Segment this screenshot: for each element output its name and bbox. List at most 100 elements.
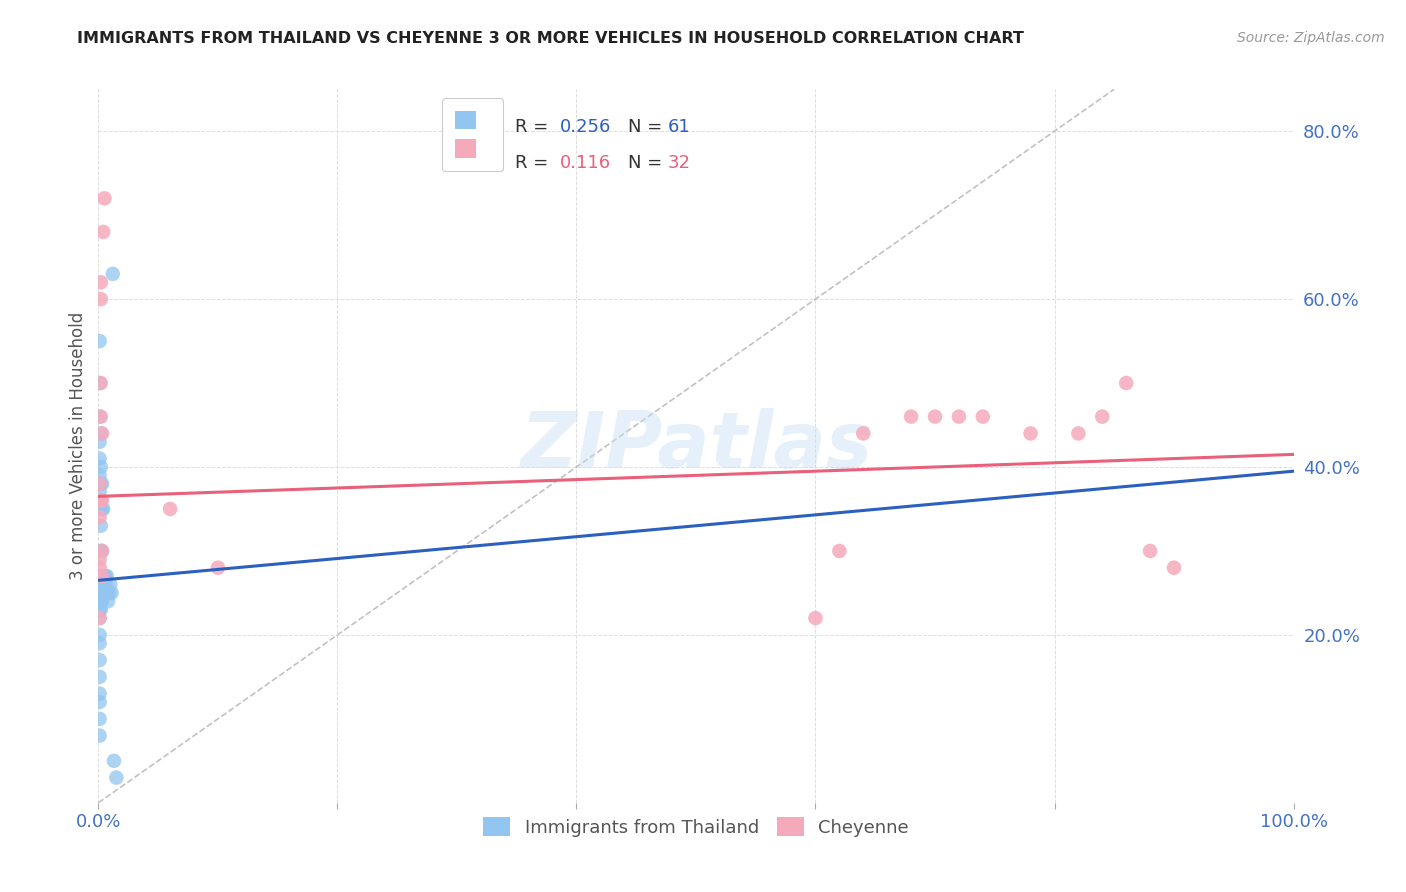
Point bbox=[1091, 409, 1114, 424]
Text: 32: 32 bbox=[668, 153, 690, 172]
Point bbox=[91, 544, 114, 558]
Point bbox=[96, 586, 118, 600]
Point bbox=[89, 577, 111, 591]
Point bbox=[91, 544, 114, 558]
Point bbox=[89, 569, 111, 583]
Point bbox=[90, 577, 112, 591]
Point bbox=[89, 582, 111, 596]
Text: N =: N = bbox=[628, 153, 668, 172]
Point bbox=[89, 409, 111, 424]
Point bbox=[89, 577, 111, 591]
Point bbox=[90, 292, 112, 306]
Point bbox=[89, 485, 111, 500]
Point bbox=[972, 409, 994, 424]
Text: 0.256: 0.256 bbox=[560, 118, 612, 136]
Point bbox=[89, 712, 111, 726]
Point bbox=[89, 451, 111, 466]
Point bbox=[93, 569, 115, 583]
Point bbox=[159, 502, 181, 516]
Text: IMMIGRANTS FROM THAILAND VS CHEYENNE 3 OR MORE VEHICLES IN HOUSEHOLD CORRELATION: IMMIGRANTS FROM THAILAND VS CHEYENNE 3 O… bbox=[77, 31, 1024, 46]
Point bbox=[101, 267, 124, 281]
Point bbox=[89, 560, 111, 574]
Text: 61: 61 bbox=[668, 118, 690, 136]
Point bbox=[90, 586, 112, 600]
Point bbox=[90, 577, 112, 591]
Point bbox=[91, 502, 114, 516]
Point bbox=[90, 426, 112, 441]
Point bbox=[89, 493, 111, 508]
Point bbox=[90, 493, 112, 508]
Point bbox=[91, 586, 114, 600]
Point bbox=[93, 577, 115, 591]
Text: 0.116: 0.116 bbox=[560, 153, 612, 172]
Point bbox=[89, 611, 111, 625]
Point bbox=[1019, 426, 1042, 441]
Point bbox=[89, 636, 111, 650]
Legend: Immigrants from Thailand, Cheyenne: Immigrants from Thailand, Cheyenne bbox=[475, 810, 917, 844]
Y-axis label: 3 or more Vehicles in Household: 3 or more Vehicles in Household bbox=[69, 312, 87, 580]
Point bbox=[94, 577, 117, 591]
Point bbox=[91, 586, 114, 600]
Point bbox=[89, 611, 111, 625]
Point bbox=[100, 586, 122, 600]
Point bbox=[89, 586, 111, 600]
Point bbox=[89, 695, 111, 709]
Point bbox=[89, 376, 111, 390]
Point bbox=[924, 409, 946, 424]
Point bbox=[105, 771, 128, 785]
Point bbox=[90, 376, 112, 390]
Point bbox=[91, 493, 114, 508]
Point bbox=[89, 687, 111, 701]
Point bbox=[89, 502, 111, 516]
Point bbox=[91, 225, 114, 239]
Point bbox=[89, 334, 111, 348]
Point bbox=[97, 594, 120, 608]
Point bbox=[91, 577, 114, 591]
Point bbox=[89, 594, 111, 608]
Text: N =: N = bbox=[628, 118, 668, 136]
Point bbox=[89, 603, 111, 617]
Point bbox=[89, 729, 111, 743]
Point bbox=[90, 544, 112, 558]
Point bbox=[90, 493, 112, 508]
Point bbox=[804, 611, 827, 625]
Point bbox=[91, 502, 114, 516]
Point bbox=[90, 476, 112, 491]
Point bbox=[1139, 544, 1161, 558]
Point bbox=[103, 754, 125, 768]
Point bbox=[91, 426, 114, 441]
Point bbox=[89, 434, 111, 449]
Point bbox=[91, 569, 114, 583]
Point bbox=[91, 594, 114, 608]
Point bbox=[91, 569, 114, 583]
Point bbox=[98, 586, 121, 600]
Point bbox=[90, 409, 112, 424]
Point bbox=[90, 603, 112, 617]
Text: R =: R = bbox=[515, 118, 554, 136]
Point bbox=[89, 552, 111, 566]
Point bbox=[93, 191, 115, 205]
Text: R =: R = bbox=[515, 153, 560, 172]
Point bbox=[96, 569, 118, 583]
Point bbox=[91, 569, 114, 583]
Point bbox=[207, 560, 229, 574]
Point bbox=[1163, 560, 1185, 574]
Point bbox=[1115, 376, 1137, 390]
Point bbox=[91, 577, 114, 591]
Point bbox=[90, 518, 112, 533]
Text: ZIPatlas: ZIPatlas bbox=[520, 408, 872, 484]
Point bbox=[948, 409, 970, 424]
Point bbox=[89, 628, 111, 642]
Point bbox=[91, 476, 114, 491]
Text: Source: ZipAtlas.com: Source: ZipAtlas.com bbox=[1237, 31, 1385, 45]
Point bbox=[900, 409, 922, 424]
Point bbox=[89, 468, 111, 483]
Point bbox=[852, 426, 875, 441]
Point bbox=[89, 670, 111, 684]
Point bbox=[98, 577, 122, 591]
Point bbox=[90, 594, 112, 608]
Point bbox=[89, 476, 111, 491]
Point bbox=[1067, 426, 1090, 441]
Point bbox=[828, 544, 851, 558]
Point bbox=[94, 569, 117, 583]
